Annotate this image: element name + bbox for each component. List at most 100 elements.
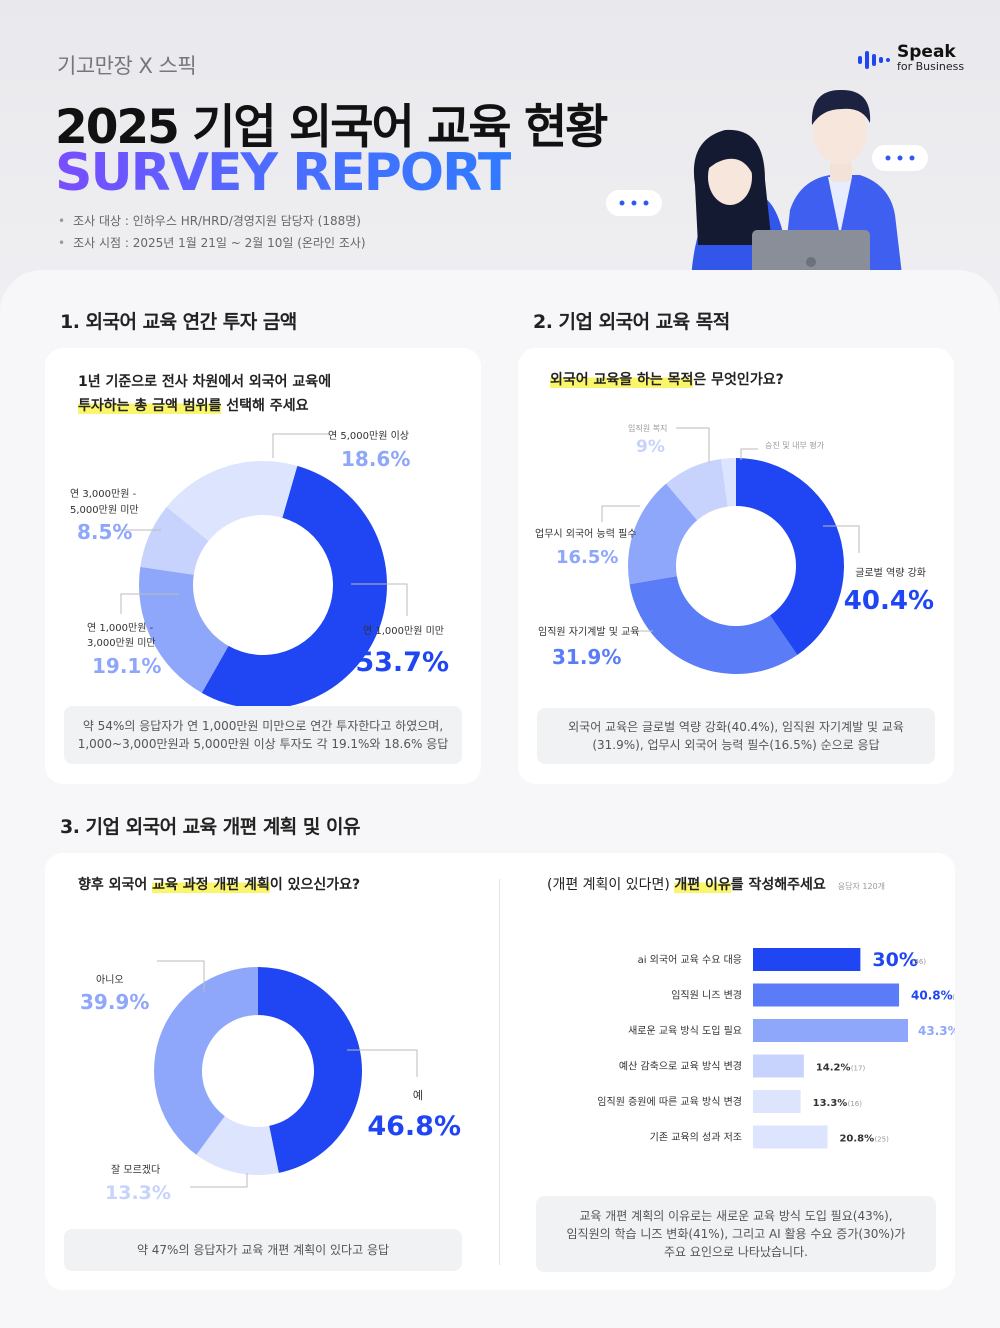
reason-bar-6 (753, 1125, 828, 1149)
purpose-slice-5 (721, 458, 736, 507)
purpose-slice-2 (629, 576, 798, 674)
plan-leader-1 (347, 1049, 418, 1077)
investment-label-1: 연 1,000만원 미만 (363, 625, 444, 637)
reasons-summary: 교육 개편 계획의 이유로는 새로운 교육 방식 도입 필요(43%), 임직원의… (536, 1196, 936, 1272)
reason-bar-5 (753, 1090, 801, 1113)
purpose-label-4: 임직원 복지 (628, 423, 667, 433)
section1-question: 1년 기준으로 전사 차원에서 외국어 교육에 투자하는 총 금액 범위를 선택… (78, 370, 331, 418)
speak-wave-icon (858, 50, 890, 69)
reason-label-6: 기존 교육의 성과 저조 (650, 1132, 742, 1144)
investment-label-3b: 5,000만원 미만 (70, 504, 139, 516)
section3-title: 3. 기업 외국어 교육 개편 계획 및 이유 (60, 816, 360, 838)
investment-pct-3: 8.5% (77, 520, 132, 544)
reason-bar-1 (753, 948, 861, 971)
reason-bar-3 (753, 1019, 908, 1042)
investment-leader-4 (272, 433, 329, 458)
section2-summary-line1: 외국어 교육은 글로벌 역량 강화(40.4%), 임직원 자기계발 및 교육 (568, 720, 904, 734)
purpose-pct-1: 40.4% (844, 586, 934, 616)
plan-label-3: 아니오 (96, 974, 124, 986)
purpose-leader-3 (601, 505, 640, 522)
purpose-label-5: 승진 및 내부 평가 (765, 440, 825, 450)
section1-question-line2: 투자하는 총 금액 범위를 선택해 주세요 (78, 394, 331, 418)
investment-slice-1 (201, 465, 387, 708)
reasons-summary-line2: 임직원의 학습 니즈 변화(41%), 그리고 AI 활용 수요 증가(30%)… (566, 1227, 906, 1241)
reasons-question-head: (개편 계획이 있다면) (547, 877, 675, 893)
section3-card: 향후 외국어 교육 과정 개편 계획이 있으신가요? 예 46.8% 잘 모르겠다 1… (45, 853, 955, 1290)
speech-bubble-right-icon (872, 145, 928, 171)
plan-leader-3 (157, 960, 205, 992)
investment-leader-2 (120, 593, 179, 614)
plan-label-2: 잘 모르겠다 (111, 1164, 160, 1176)
section2-summary-line2: (31.9%), 업무시 외국어 능력 필수(16.5%) 순으로 응답 (592, 738, 880, 752)
reasons-question-highlight: 개편 이유 (674, 877, 731, 893)
reason-label-4: 예산 감축으로 교육 방식 변경 (619, 1060, 742, 1073)
reasons-question: (개편 계획이 있다면) 개편 이유를 작성해주세요 응답자 120개 (547, 873, 885, 899)
investment-label-4: 연 5,000만원 이상 (328, 430, 409, 442)
reason-bar-2 (753, 983, 900, 1007)
section3-question-tail: 이 있으신가요? (269, 877, 361, 893)
survey-period: 조사 시점 : 2025년 1월 21일 ~ 2월 10일 (온라인 조사) (58, 234, 366, 251)
section3-divider (499, 879, 500, 1265)
survey-target: 조사 대상 : 인하우스 HR/HRD/경영지원 담당자 (188명) (58, 212, 361, 229)
section1-title: 1. 외국어 교육 연간 투자 금액 (60, 311, 297, 333)
purpose-label-3: 업무시 외국어 능력 필수 (535, 527, 637, 540)
plan-label-1: 예 (413, 1089, 423, 1102)
purpose-leader-4 (676, 427, 710, 463)
respondent-count: 응답자 120개 (837, 882, 886, 891)
section1-card: 1년 기준으로 전사 차원에서 외국어 교육에 투자하는 총 금액 범위를 선택… (45, 348, 481, 784)
logo-wordmark: Speak (897, 42, 956, 62)
people-illustration (606, 89, 928, 300)
reason-count-4: (17) (851, 1065, 866, 1073)
section1-summary-line1: 약 54%의 응답자가 연 1,000만원 미만으로 연간 투자한다고 하였으며… (82, 719, 444, 733)
investment-label-3a: 연 3,000만원 - (70, 488, 137, 500)
section2-title: 2. 기업 외국어 교육 목적 (533, 311, 730, 333)
section3-question: 향후 외국어 교육 과정 개편 계획이 있으신가요? (78, 873, 360, 897)
section1-question-tail: 선택해 주세요 (221, 398, 309, 414)
donut-chart-plan: 예 46.8% 잘 모르겠다 13.3% 아니오 39.9% (80, 960, 461, 1204)
donut-chart-investment: 연 1,000만원 미만 53.7% 연 1,000만원 - 3,000만원 미만 19… (70, 430, 449, 708)
section1-question-line1: 1년 기준으로 전사 차원에서 외국어 교육에 (78, 374, 332, 390)
purpose-label-2: 임직원 자기계발 및 교육 (538, 625, 640, 638)
report-title: 2025 기업 외국어 교육 현황 (55, 100, 608, 155)
section1-question-highlight: 투자하는 총 금액 범위를 (78, 398, 222, 414)
investment-pct-2: 19.1% (92, 654, 161, 678)
purpose-slice-3 (628, 483, 698, 585)
section3-question-highlight: 교육 과정 개편 계획 (152, 877, 270, 893)
investment-pct-4: 18.6% (341, 447, 410, 471)
report-subtitle: SURVEY REPORT (55, 143, 513, 203)
reason-pct-4: 14.2% (816, 1063, 851, 1074)
section2-question-highlight: 외국어 교육을 하는 목적 (550, 372, 694, 388)
reason-pct-5: 13.3% (813, 1098, 848, 1109)
purpose-slice-4 (666, 459, 728, 521)
reason-pct-3: 43.3% (918, 1024, 955, 1038)
reason-pct-6: 20.8% (839, 1134, 874, 1145)
section1-summary: 약 54%의 응답자가 연 1,000만원 미만으로 연간 투자한다고 하였으며… (64, 706, 462, 764)
reason-count-5: (16) (848, 1100, 863, 1108)
plan-slice-1 (258, 967, 363, 1173)
investment-label-2a: 연 1,000만원 - (87, 622, 154, 634)
purpose-leader-1 (823, 525, 860, 553)
logo-tagline: for Business (897, 60, 965, 73)
plan-leader-2 (190, 1173, 248, 1188)
section2-card: 외국어 교육을 하는 목적은 무엇인가요? 글로벌 역량 강화 40.4% 임직원 … (518, 348, 954, 784)
reasons-question-tail: 를 작성해주세요 (730, 877, 826, 893)
reason-label-2: 임직원 니즈 변경 (671, 989, 742, 1002)
reason-count-1: (36) (912, 958, 927, 966)
purpose-pct-3: 16.5% (556, 547, 618, 568)
section1-summary-line2: 1,000~3,000만원과 5,000만원 이상 투자도 각 19.1%와 1… (77, 737, 449, 751)
speech-bubble-left-icon (606, 190, 662, 216)
investment-slice-3 (140, 506, 209, 575)
purpose-pct-2: 31.9% (552, 645, 621, 669)
plan-slice-3 (154, 967, 258, 1155)
reason-bar-4 (753, 1054, 804, 1078)
speak-logo: Speak for Business (857, 44, 964, 73)
plan-pct-3: 39.9% (80, 990, 149, 1014)
reason-pct-2: 40.8% (911, 989, 953, 1003)
reason-label-1: ai 외국어 교육 수요 대응 (638, 954, 742, 966)
eyebrow: 기고만장 X 스픽 (57, 54, 197, 78)
reason-count-6: (25) (874, 1136, 889, 1144)
section3-summary: 약 47%의 응답자가 교육 개편 계획이 있다고 응답 (64, 1229, 462, 1271)
investment-pct-1: 53.7% (355, 647, 449, 678)
reason-label-5: 임직원 증원에 따른 교육 방식 변경 (597, 1095, 742, 1108)
investment-leader-1 (351, 583, 408, 616)
